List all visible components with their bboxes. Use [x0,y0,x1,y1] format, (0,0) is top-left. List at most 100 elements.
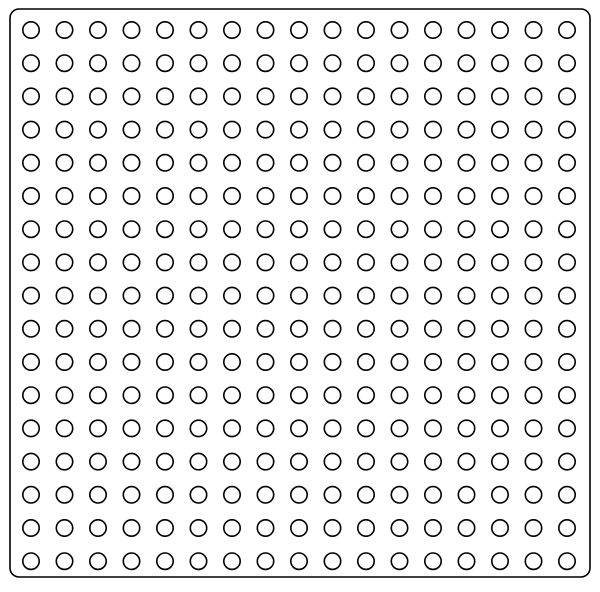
hole [123,420,139,436]
hole [123,387,139,403]
hole [224,420,240,436]
hole [324,221,340,237]
hole [90,387,106,403]
hole [525,55,541,71]
hole [391,553,407,569]
hole [123,121,139,137]
hole [123,88,139,104]
hole [257,553,273,569]
hole [324,155,340,171]
hole [257,453,273,469]
hole [291,22,307,38]
hole [391,287,407,303]
hole [425,520,441,536]
hole [291,321,307,337]
hole [123,254,139,270]
hole [190,387,206,403]
hole [157,121,173,137]
hole [391,321,407,337]
hole [492,121,508,137]
hole [291,221,307,237]
hole [324,387,340,403]
hole [391,254,407,270]
hole [458,254,474,270]
hole [90,420,106,436]
hole [324,254,340,270]
hole [56,188,72,204]
hole [358,121,374,137]
hole [56,121,72,137]
hole [90,354,106,370]
hole [157,487,173,503]
hole [458,22,474,38]
hole [190,420,206,436]
hole [157,22,173,38]
hole [157,420,173,436]
hole [291,520,307,536]
hole [224,22,240,38]
hole [90,221,106,237]
hole [291,88,307,104]
hole [391,155,407,171]
hole [291,155,307,171]
hole [559,287,575,303]
hole [559,121,575,137]
hole [123,487,139,503]
hole [559,22,575,38]
hole [358,487,374,503]
hole [492,553,508,569]
hole [23,155,39,171]
hole [391,520,407,536]
hole [257,121,273,137]
hole [458,88,474,104]
hole [458,321,474,337]
hole [23,221,39,237]
hole [90,22,106,38]
hole [492,387,508,403]
hole [425,155,441,171]
hole [56,420,72,436]
hole [492,321,508,337]
hole [492,188,508,204]
hole [425,188,441,204]
hole [492,221,508,237]
hole [224,453,240,469]
hole [525,354,541,370]
hole [559,453,575,469]
hole [358,287,374,303]
hole [90,121,106,137]
hole [56,553,72,569]
hole [559,321,575,337]
hole [525,155,541,171]
hole [324,188,340,204]
hole [224,88,240,104]
hole [358,88,374,104]
hole [291,487,307,503]
hole [559,188,575,204]
hole [224,287,240,303]
hole [291,287,307,303]
hole [324,354,340,370]
perforated-panel-diagram [0,0,600,592]
hole [358,22,374,38]
hole [23,553,39,569]
hole [157,453,173,469]
hole [257,55,273,71]
hole [56,221,72,237]
hole [458,553,474,569]
hole [425,553,441,569]
hole [525,254,541,270]
hole [224,155,240,171]
hole [123,453,139,469]
hole [123,221,139,237]
hole [23,520,39,536]
hole [525,121,541,137]
hole [23,254,39,270]
hole [190,22,206,38]
hole [123,155,139,171]
hole [324,121,340,137]
hole [190,553,206,569]
hole [23,354,39,370]
hole [391,121,407,137]
hole [492,155,508,171]
